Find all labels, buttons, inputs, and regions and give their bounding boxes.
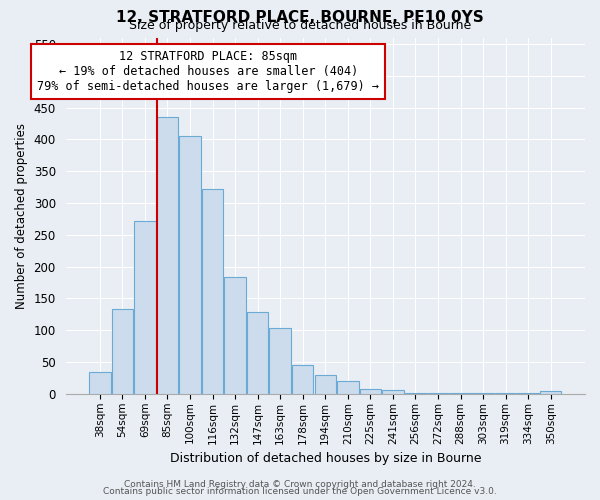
Bar	[292, 364, 313, 394]
Bar	[89, 372, 110, 394]
Bar	[179, 136, 201, 394]
Bar	[314, 375, 336, 394]
X-axis label: Distribution of detached houses by size in Bourne: Distribution of detached houses by size …	[170, 452, 481, 465]
Bar	[134, 221, 155, 394]
Bar	[382, 390, 404, 394]
Bar	[202, 189, 223, 394]
Text: 12 STRATFORD PLACE: 85sqm
← 19% of detached houses are smaller (404)
79% of semi: 12 STRATFORD PLACE: 85sqm ← 19% of detac…	[37, 50, 379, 93]
Text: 12, STRATFORD PLACE, BOURNE, PE10 0YS: 12, STRATFORD PLACE, BOURNE, PE10 0YS	[116, 10, 484, 25]
Bar	[157, 117, 178, 394]
Bar	[359, 389, 381, 394]
Bar	[337, 380, 359, 394]
Bar	[540, 390, 562, 394]
Y-axis label: Number of detached properties: Number of detached properties	[15, 122, 28, 308]
Bar	[224, 277, 246, 394]
Text: Size of property relative to detached houses in Bourne: Size of property relative to detached ho…	[129, 19, 471, 32]
Bar	[269, 328, 291, 394]
Text: Contains HM Land Registry data © Crown copyright and database right 2024.: Contains HM Land Registry data © Crown c…	[124, 480, 476, 489]
Bar	[112, 310, 133, 394]
Bar	[247, 312, 268, 394]
Text: Contains public sector information licensed under the Open Government Licence v3: Contains public sector information licen…	[103, 487, 497, 496]
